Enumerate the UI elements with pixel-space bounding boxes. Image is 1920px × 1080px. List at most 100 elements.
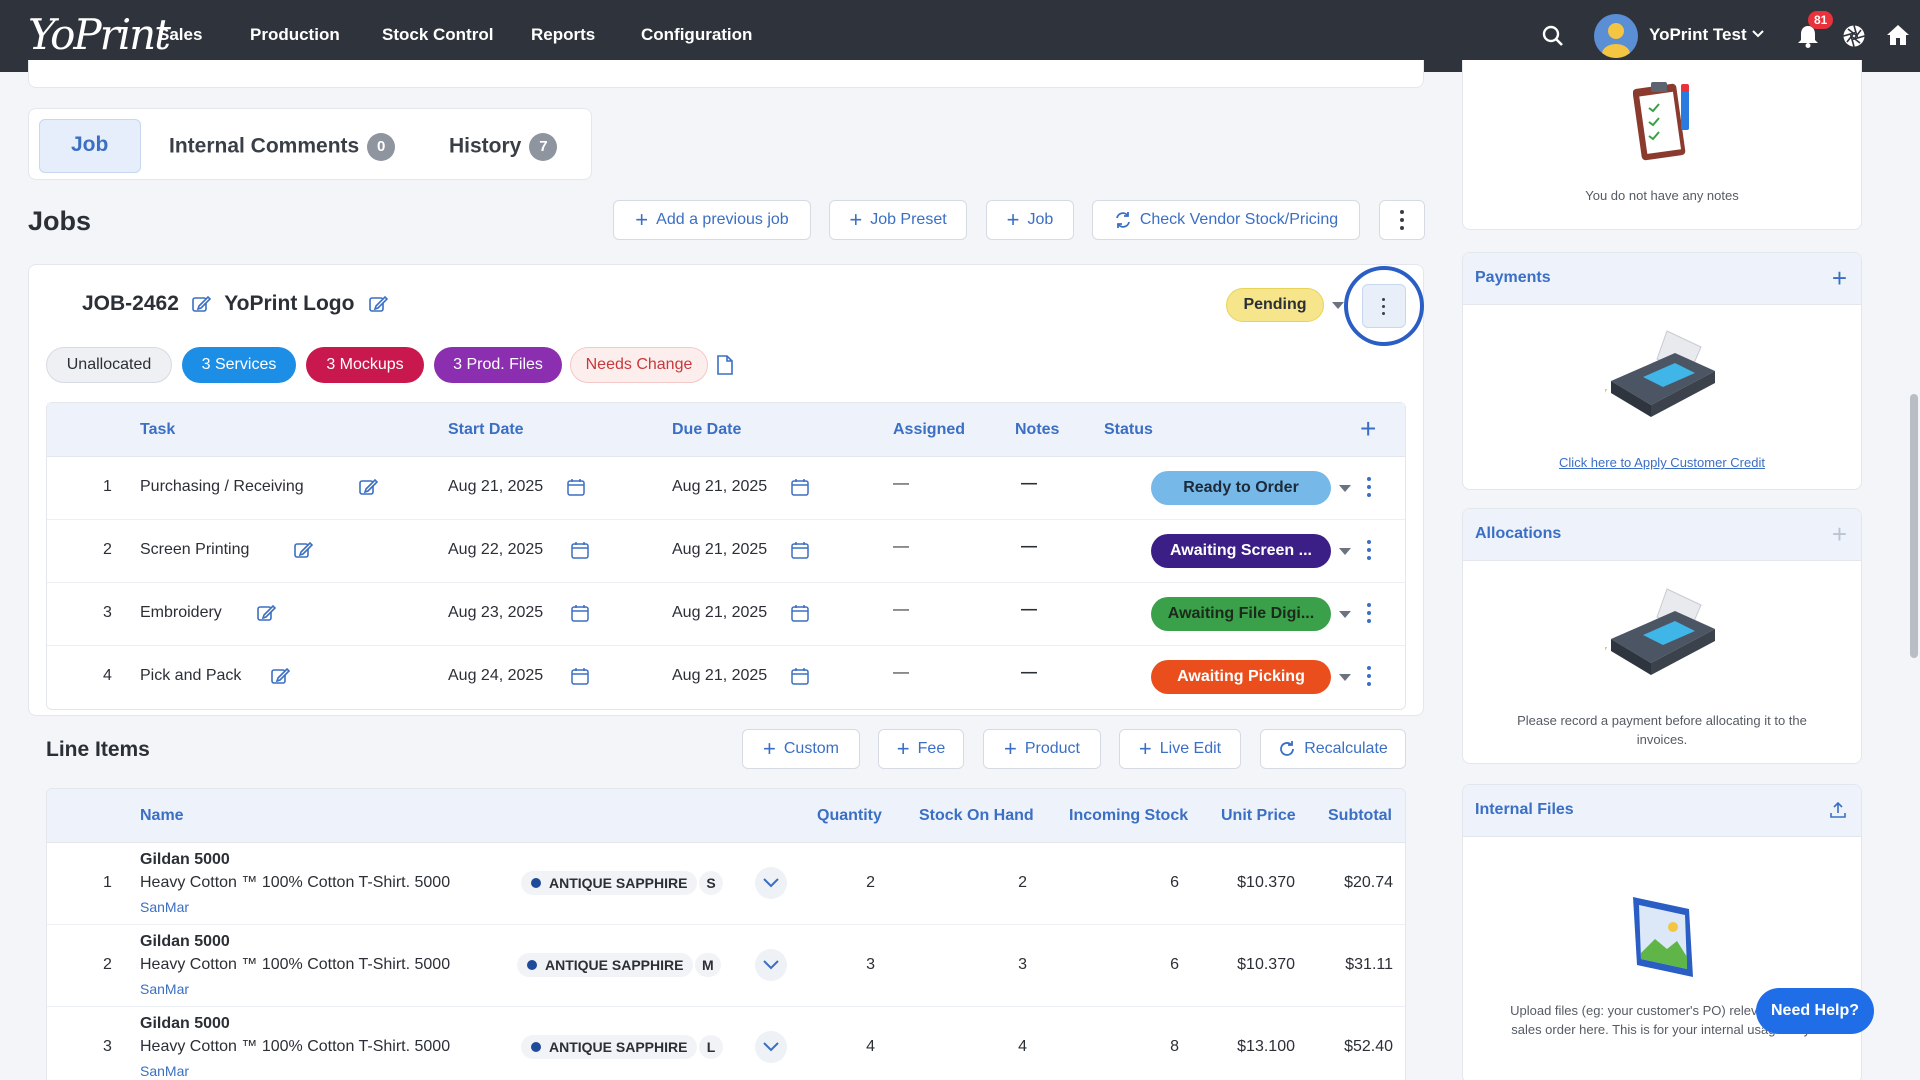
- job-preset-button[interactable]: + Job Preset: [829, 200, 967, 240]
- tag-prod-files[interactable]: 3 Prod. Files: [434, 347, 562, 383]
- kebab-icon[interactable]: [1367, 603, 1371, 623]
- nav-stock-control[interactable]: Stock Control: [382, 25, 494, 44]
- live-edit-button[interactable]: + Live Edit: [1119, 729, 1241, 769]
- line-item-vendor[interactable]: SanMar: [140, 1063, 190, 1079]
- task-assigned[interactable]: —: [893, 601, 909, 618]
- edit-icon[interactable]: [191, 294, 211, 314]
- line-item-title[interactable]: Gildan 5000: [140, 933, 230, 950]
- task-status[interactable]: Awaiting File Digi...: [1151, 597, 1331, 631]
- apply-credit-link[interactable]: Click here to Apply Customer Credit: [1559, 455, 1765, 470]
- calendar-icon[interactable]: [791, 541, 809, 559]
- internal-comments-count: 0: [367, 133, 396, 161]
- task-notes[interactable]: —: [1021, 538, 1037, 555]
- task-notes[interactable]: —: [1021, 475, 1037, 492]
- add-allocation-icon[interactable]: +: [1831, 519, 1847, 549]
- tab-internal-comments[interactable]: Internal Comments 0: [169, 133, 396, 161]
- tab-job[interactable]: Job: [71, 133, 109, 156]
- nav-reports[interactable]: Reports: [531, 25, 596, 44]
- tag-needs-change[interactable]: Needs Change: [570, 347, 708, 383]
- kebab-icon[interactable]: [1367, 540, 1371, 560]
- task-assigned[interactable]: —: [893, 664, 909, 681]
- status-caret-icon[interactable]: [1339, 674, 1351, 681]
- bell-icon[interactable]: [1797, 24, 1819, 48]
- task-start-date[interactable]: Aug 23, 2025: [448, 604, 544, 621]
- add-task-icon[interactable]: +: [1360, 413, 1377, 444]
- refresh-icon: [1280, 741, 1295, 756]
- chevron-down-icon[interactable]: [1752, 30, 1764, 38]
- status-caret-icon[interactable]: [1339, 485, 1351, 492]
- tag-mockups[interactable]: 3 Mockups: [306, 347, 424, 383]
- expand-row-button[interactable]: [755, 949, 787, 981]
- job-status-pending[interactable]: Pending: [1226, 288, 1324, 322]
- document-icon[interactable]: [716, 355, 734, 375]
- kebab-icon[interactable]: [1367, 477, 1371, 497]
- upload-icon[interactable]: [1829, 801, 1847, 819]
- tab-history[interactable]: History 7: [449, 133, 558, 161]
- line-item-row: 2 Gildan 5000 Heavy Cotton ™ 100% Cotton…: [47, 925, 1405, 1007]
- task-status[interactable]: Awaiting Screen ...: [1151, 534, 1331, 568]
- calendar-icon[interactable]: [567, 478, 585, 496]
- task-due-date[interactable]: Aug 21, 2025: [672, 478, 768, 495]
- calendar-icon[interactable]: [791, 667, 809, 685]
- line-item-title[interactable]: Gildan 5000: [140, 1015, 230, 1032]
- task-notes[interactable]: —: [1021, 601, 1037, 618]
- task-assigned[interactable]: —: [893, 475, 909, 492]
- expand-row-button[interactable]: [755, 1031, 787, 1063]
- page-scrollbar[interactable]: [1910, 394, 1918, 658]
- edit-icon[interactable]: [368, 294, 389, 314]
- tag-unallocated[interactable]: Unallocated: [46, 347, 172, 383]
- user-avatar[interactable]: [1594, 14, 1638, 58]
- edit-icon[interactable]: [270, 666, 290, 686]
- edit-icon[interactable]: [256, 603, 276, 623]
- status-caret-icon[interactable]: [1332, 302, 1344, 309]
- task-due-date[interactable]: Aug 21, 2025: [672, 541, 768, 558]
- calendar-icon[interactable]: [571, 667, 589, 685]
- task-notes[interactable]: —: [1021, 664, 1037, 681]
- check-vendor-stock-button[interactable]: Check Vendor Stock/Pricing: [1092, 200, 1360, 240]
- add-custom-button[interactable]: + Custom: [742, 729, 860, 769]
- add-payment-icon[interactable]: +: [1831, 263, 1847, 293]
- calendar-icon[interactable]: [571, 541, 589, 559]
- nav-configuration[interactable]: Configuration: [641, 25, 753, 44]
- recalculate-button[interactable]: Recalculate: [1260, 729, 1406, 769]
- add-product-button[interactable]: + Product: [983, 729, 1101, 769]
- edit-icon[interactable]: [293, 540, 313, 560]
- home-icon[interactable]: [1886, 24, 1910, 46]
- th-due-date: Due Date: [672, 421, 742, 438]
- kebab-icon[interactable]: [1367, 666, 1371, 686]
- line-item-stock-on-hand: 4: [1018, 1038, 1027, 1055]
- calendar-icon[interactable]: [791, 604, 809, 622]
- nav-production[interactable]: Production: [250, 25, 340, 44]
- task-due-date[interactable]: Aug 21, 2025: [672, 667, 768, 684]
- job-more-button[interactable]: [1362, 284, 1406, 328]
- expand-row-button[interactable]: [755, 867, 787, 899]
- status-caret-icon[interactable]: [1339, 548, 1351, 555]
- task-status[interactable]: Awaiting Picking: [1151, 660, 1331, 694]
- status-caret-icon[interactable]: [1339, 611, 1351, 618]
- tag-services[interactable]: 3 Services: [182, 347, 296, 383]
- edit-icon[interactable]: [358, 477, 378, 497]
- line-item-vendor[interactable]: SanMar: [140, 981, 190, 997]
- task-start-date[interactable]: Aug 24, 2025: [448, 667, 544, 684]
- line-item-number: 2: [103, 956, 112, 973]
- aperture-icon[interactable]: [1842, 24, 1866, 48]
- calendar-icon[interactable]: [791, 478, 809, 496]
- task-assigned[interactable]: —: [893, 538, 909, 555]
- add-job-button[interactable]: + Job: [986, 200, 1074, 240]
- task-start-date[interactable]: Aug 22, 2025: [448, 541, 544, 558]
- line-item-title[interactable]: Gildan 5000: [140, 851, 230, 868]
- need-help-button[interactable]: Need Help?: [1756, 988, 1874, 1034]
- task-start-date[interactable]: Aug 21, 2025: [448, 478, 544, 495]
- calendar-icon[interactable]: [571, 604, 589, 622]
- task-due-date[interactable]: Aug 21, 2025: [672, 604, 768, 621]
- add-previous-job-button[interactable]: + Add a previous job: [613, 200, 811, 240]
- yoprint-logo[interactable]: YoPrint: [28, 10, 171, 59]
- jobs-more-button[interactable]: [1379, 200, 1425, 240]
- line-item-vendor[interactable]: SanMar: [140, 899, 190, 915]
- nav-sales[interactable]: Sales: [158, 25, 203, 44]
- add-fee-button[interactable]: + Fee: [878, 729, 964, 769]
- search-icon[interactable]: [1542, 25, 1564, 47]
- user-name[interactable]: YoPrint Test: [1649, 25, 1747, 44]
- task-status[interactable]: Ready to Order: [1151, 471, 1331, 505]
- line-item-quantity: 2: [866, 874, 875, 891]
